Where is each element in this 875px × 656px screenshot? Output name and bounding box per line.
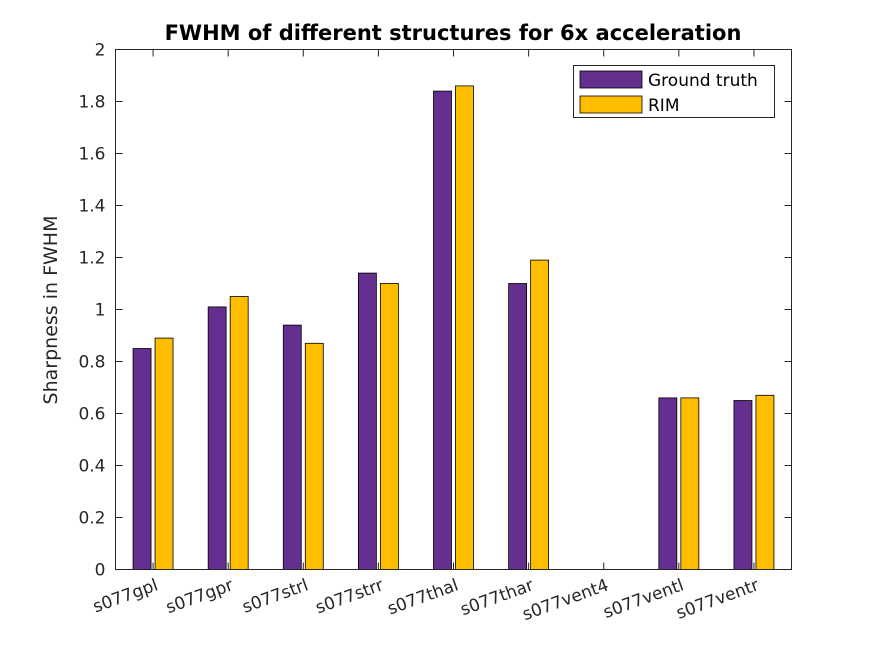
x-tick-label-s077ventl: s077ventl <box>601 575 687 623</box>
x-tick-label-s077vent4: s077vent4 <box>520 575 612 625</box>
y-tick-label-0.4: 0.4 <box>78 457 105 477</box>
plot-frame <box>115 49 792 570</box>
y-tick-label-0: 0 <box>95 561 106 581</box>
y-tick-label-2: 2 <box>95 41 106 61</box>
legend: Ground truth RIM <box>573 65 775 118</box>
y-axis-ticks: 0 0.2 0.4 0.6 0.8 1 1.2 1.4 1.6 1.8 2 <box>78 41 792 581</box>
bar-ground-truth-s077strr <box>357 272 377 570</box>
x-tick-label-s077thal: s077thal <box>385 575 461 619</box>
x-tick-label-s077gpl: s077gpl <box>90 575 160 617</box>
x-tick-label-s077strl: s077strl <box>240 575 311 617</box>
bar-rim-s077thal <box>455 85 474 570</box>
y-tick-label-1: 1 <box>95 301 106 321</box>
legend-swatch-rim <box>579 95 643 114</box>
y-axis-label: Sharpness in FWHM <box>40 216 62 405</box>
bar-ground-truth-s077gpl <box>132 348 152 570</box>
bar-rim-s077strr <box>379 283 399 570</box>
y-tick-label-1.8: 1.8 <box>78 93 105 113</box>
x-tick-label-s077gpr: s077gpr <box>163 575 236 618</box>
legend-label-rim: RIM <box>648 96 680 116</box>
bar-ground-truth-s077gpr <box>207 306 227 570</box>
bar-ground-truth-s077ventr <box>733 400 753 570</box>
x-tick-label-s077ventr: s077ventr <box>674 575 762 623</box>
x-tick-label-s077strr: s077strr <box>313 575 386 618</box>
legend-label-ground-truth: Ground truth <box>648 71 758 91</box>
bar-rim-s077ventl <box>680 397 700 570</box>
y-tick-label-1.4: 1.4 <box>78 197 105 217</box>
bar-rim-s077gpr <box>229 296 249 570</box>
bar-rim-s077thar <box>530 259 550 570</box>
chart-title: FWHM of different structures for 6x acce… <box>165 21 742 45</box>
y-tick-label-0.6: 0.6 <box>78 405 105 425</box>
y-tick-label-1.2: 1.2 <box>78 249 105 269</box>
bar-ground-truth-s077ventl <box>658 397 678 570</box>
y-tick-label-1.6: 1.6 <box>78 145 105 165</box>
bar-ground-truth-s077thar <box>508 283 528 570</box>
legend-swatch-ground-truth <box>579 70 643 89</box>
y-tick-label-0.8: 0.8 <box>78 353 105 373</box>
bar-rim-s077strl <box>304 342 324 570</box>
bar-rim-s077gpl <box>154 337 174 570</box>
y-tick-label-0.2: 0.2 <box>78 509 105 529</box>
bars-group <box>132 85 775 570</box>
bar-ground-truth-s077strl <box>282 324 302 570</box>
bar-rim-s077ventr <box>755 394 775 570</box>
bar-ground-truth-s077thal <box>433 90 452 570</box>
